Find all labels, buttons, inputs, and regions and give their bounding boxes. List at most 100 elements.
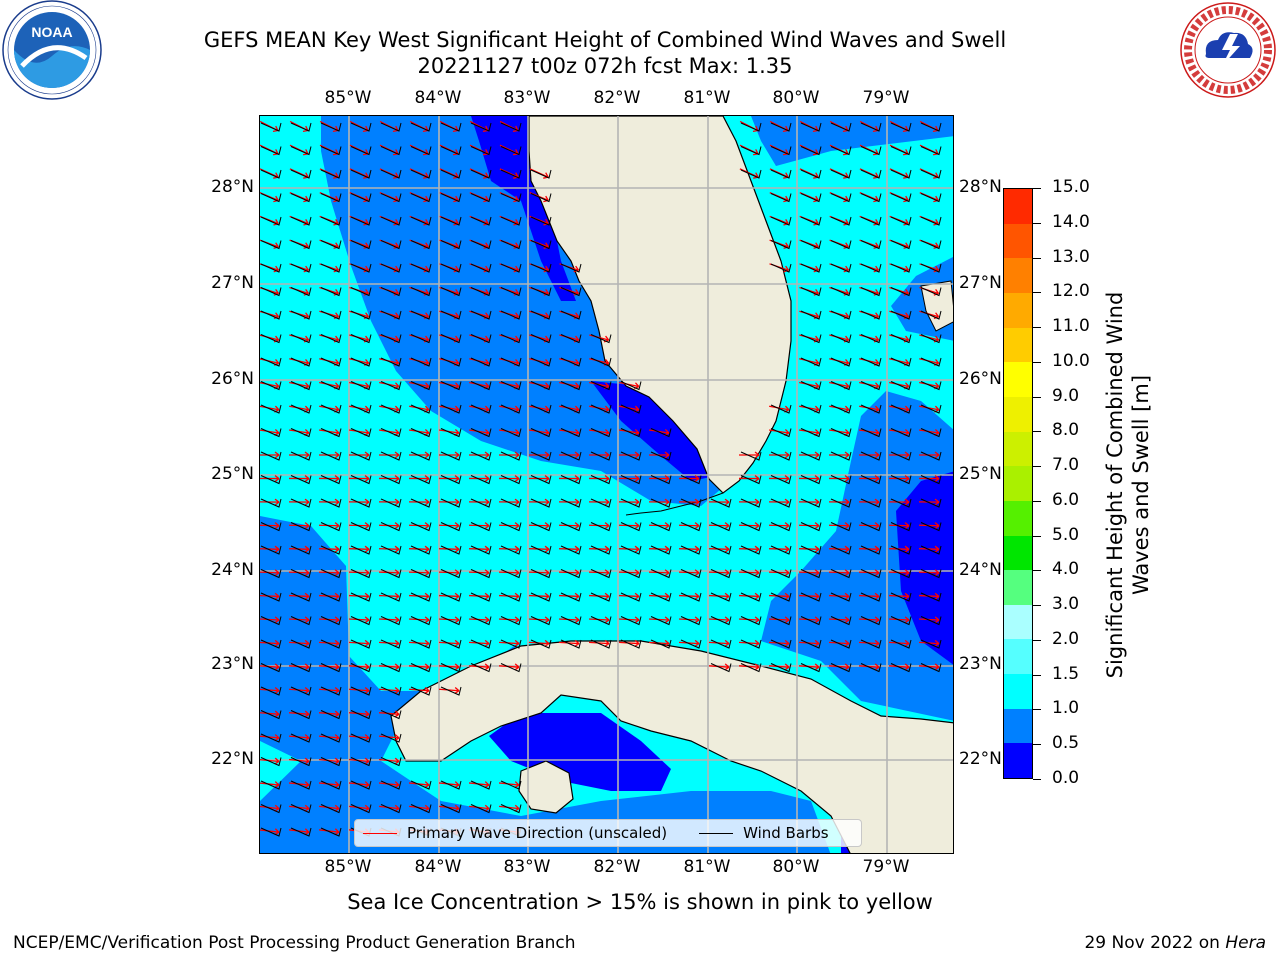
wave-direction-arrow <box>648 451 670 459</box>
lat-tick-label: 28°N <box>959 177 1002 197</box>
wind-barb <box>530 522 552 532</box>
wind-barb <box>740 522 762 532</box>
wave-direction-arrow <box>260 616 280 624</box>
wind-barb <box>770 522 792 532</box>
wave-direction-arrow <box>588 639 610 647</box>
wind-barb <box>560 310 582 320</box>
wind-barb <box>590 522 612 532</box>
wind-barb <box>860 404 882 414</box>
lon-tick-label: 83°W <box>503 857 551 877</box>
colorbar-tick-mark <box>1033 709 1041 711</box>
wind-barb <box>290 475 312 485</box>
colorbar-tick-mark <box>1033 744 1041 746</box>
wind-barb <box>260 592 282 602</box>
wind-barb <box>710 592 732 602</box>
wind-barb <box>440 686 462 696</box>
wind-barb <box>680 639 702 649</box>
colorbar-segment <box>1004 396 1032 432</box>
wind-barb <box>530 545 552 555</box>
wind-barb <box>410 122 432 132</box>
wave-direction-arrow <box>738 616 760 624</box>
wave-direction-arrow <box>708 639 730 647</box>
wind-barb <box>560 522 582 532</box>
wind-barb <box>290 146 312 156</box>
wind-barb <box>590 357 612 367</box>
wind-barb <box>500 522 522 532</box>
wave-direction-arrow <box>260 522 280 530</box>
wind-barb <box>410 193 432 203</box>
wind-barb <box>440 475 462 485</box>
wind-barb <box>860 498 882 508</box>
wind-barb <box>800 146 822 156</box>
wave-direction-arrow <box>798 451 820 459</box>
wind-barb <box>740 639 762 649</box>
wind-barb <box>320 122 342 132</box>
colorbar-tick-mark <box>1033 257 1041 259</box>
wave-direction-arrow <box>918 498 940 506</box>
colorbar-tick-mark <box>1033 535 1041 537</box>
wave-direction-arrow <box>738 639 760 647</box>
wave-direction-arrow <box>318 451 340 459</box>
wind-barb <box>440 592 462 602</box>
wind-barb <box>740 545 762 555</box>
wind-barb <box>830 451 852 461</box>
wind-barb <box>830 475 852 485</box>
wind-barb <box>320 404 342 414</box>
wave-direction-arrow <box>348 522 370 530</box>
lon-tick-label: 85°W <box>324 88 372 108</box>
wind-barb <box>350 193 372 203</box>
wave-direction-arrow <box>378 545 400 553</box>
wave-direction-arrow <box>828 639 850 647</box>
lat-tick-label: 25°N <box>959 464 1002 484</box>
colorbar-segment <box>1004 604 1032 640</box>
wind-barb <box>590 428 612 438</box>
wind-barb <box>620 498 642 508</box>
wind-barb <box>770 263 792 273</box>
wind-barb <box>530 240 552 250</box>
wave-direction-arrow <box>888 616 910 624</box>
colorbar-segment <box>1004 570 1032 605</box>
wave-direction-arrow <box>918 616 940 624</box>
wind-barb <box>500 216 522 226</box>
wind-barb <box>920 240 942 250</box>
wave-direction-arrow <box>828 569 850 577</box>
wind-barb <box>680 592 702 602</box>
wind-barb <box>260 334 282 344</box>
wind-barb <box>380 757 402 767</box>
wave-direction-arrow <box>558 522 580 530</box>
wave-direction-arrow <box>828 592 850 600</box>
colorbar-segment <box>1004 535 1032 571</box>
wind-barb <box>860 263 882 273</box>
wave-direction-arrow <box>738 592 760 600</box>
wind-barb <box>890 169 912 179</box>
wave-direction-arrow <box>618 498 640 506</box>
wind-barb <box>440 381 462 391</box>
wind-barb <box>560 451 582 461</box>
wind-barb <box>380 146 402 156</box>
wind-barb <box>890 404 912 414</box>
wave-direction-arrow <box>528 475 550 483</box>
wind-barb <box>800 122 822 132</box>
wind-barb <box>470 263 492 273</box>
wind-barb <box>320 193 342 203</box>
wind-barb <box>800 310 822 320</box>
wave-band-0.0-0.5-bahamas <box>896 471 953 665</box>
wave-direction-arrow <box>588 616 610 624</box>
wind-barb <box>530 287 552 297</box>
wind-barb <box>560 263 582 273</box>
colorbar-tick-mark <box>1033 222 1041 224</box>
wave-direction-arrow <box>288 475 310 483</box>
wind-barb <box>320 357 342 367</box>
wave-direction-arrow <box>348 616 370 624</box>
wave-direction-arrow <box>469 358 490 366</box>
wind-barb <box>800 193 822 203</box>
wind-barb <box>620 592 642 602</box>
colorbar-tick-label: 14.0 <box>1052 211 1090 232</box>
wind-barb <box>920 663 942 673</box>
wave-direction-arrow <box>858 569 880 577</box>
wind-barb <box>350 310 372 320</box>
map-legend: Primary Wave Direction (unscaled) Wind B… <box>354 819 862 847</box>
wind-barb <box>350 592 372 602</box>
wind-barb <box>500 146 522 156</box>
wave-direction-arrow <box>468 498 490 506</box>
